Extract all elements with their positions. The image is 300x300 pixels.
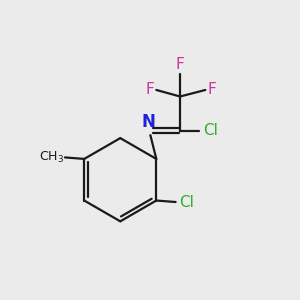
- Text: F: F: [207, 82, 216, 98]
- Text: Cl: Cl: [179, 194, 194, 209]
- Text: Cl: Cl: [203, 123, 218, 138]
- Text: F: F: [146, 82, 154, 98]
- Text: CH$_3$: CH$_3$: [39, 150, 64, 165]
- Text: N: N: [142, 113, 156, 131]
- Text: F: F: [176, 57, 184, 72]
